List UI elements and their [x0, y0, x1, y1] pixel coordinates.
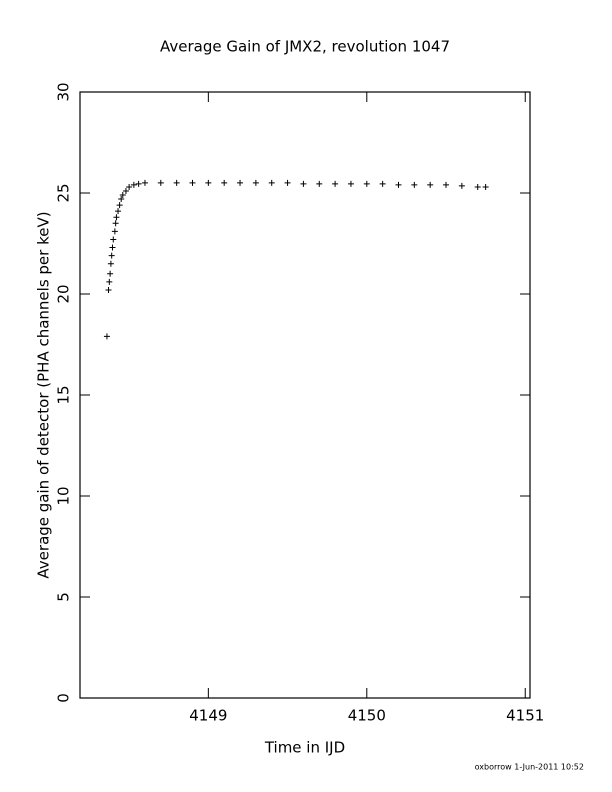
y-tick-label: 15 — [55, 385, 73, 404]
data-point — [332, 180, 339, 187]
data-point — [427, 181, 434, 188]
data-point — [122, 187, 129, 194]
x-tick-label: 4150 — [348, 707, 386, 725]
data-point — [105, 286, 112, 293]
y-tick-label: 10 — [55, 486, 73, 505]
data-point — [482, 183, 489, 190]
data-point — [252, 179, 259, 186]
y-tick-label: 0 — [55, 693, 73, 703]
data-point — [115, 208, 122, 215]
y-tick-label: 25 — [55, 183, 73, 202]
y-tick-label: 30 — [55, 82, 73, 101]
data-point — [119, 192, 126, 199]
data-point — [221, 179, 228, 186]
data-point — [458, 182, 465, 189]
data-point — [112, 220, 119, 227]
data-point — [316, 180, 323, 187]
y-tick-label: 5 — [55, 592, 73, 602]
data-point — [118, 196, 125, 203]
data-point — [157, 179, 164, 186]
data-point — [363, 180, 370, 187]
data-point — [135, 180, 142, 187]
data-point — [379, 180, 386, 187]
x-tick-label: 4149 — [189, 707, 227, 725]
data-point — [141, 179, 148, 186]
x-tick-label: 4151 — [506, 707, 544, 725]
data-point — [189, 179, 196, 186]
data-point — [130, 181, 137, 188]
data-point — [109, 244, 116, 251]
x-axis-label: Time in IJD — [264, 739, 345, 757]
data-point — [395, 181, 402, 188]
data-point — [237, 179, 244, 186]
y-axis-label: Average gain of detector (PHA channels p… — [35, 211, 53, 578]
data-point — [411, 181, 418, 188]
data-point — [107, 260, 114, 267]
data-point — [111, 228, 118, 235]
data-point — [106, 278, 113, 285]
data-point — [110, 236, 117, 243]
data-point — [268, 179, 275, 186]
data-point — [113, 214, 120, 221]
data-point — [173, 179, 180, 186]
data-point — [347, 180, 354, 187]
data-point — [107, 270, 114, 277]
data-point — [443, 181, 450, 188]
data-point — [474, 183, 481, 190]
chart-title: Average Gain of JMX2, revolution 1047 — [160, 38, 450, 56]
data-point — [126, 183, 133, 190]
data-point — [108, 252, 115, 259]
data-point — [116, 202, 123, 209]
data-point — [300, 180, 307, 187]
data-point — [205, 179, 212, 186]
data-point — [103, 333, 110, 340]
footer: oxborrow 1-Jun-2011 10:52 — [475, 763, 584, 772]
y-tick-label: 20 — [55, 284, 73, 303]
data-point — [284, 179, 291, 186]
